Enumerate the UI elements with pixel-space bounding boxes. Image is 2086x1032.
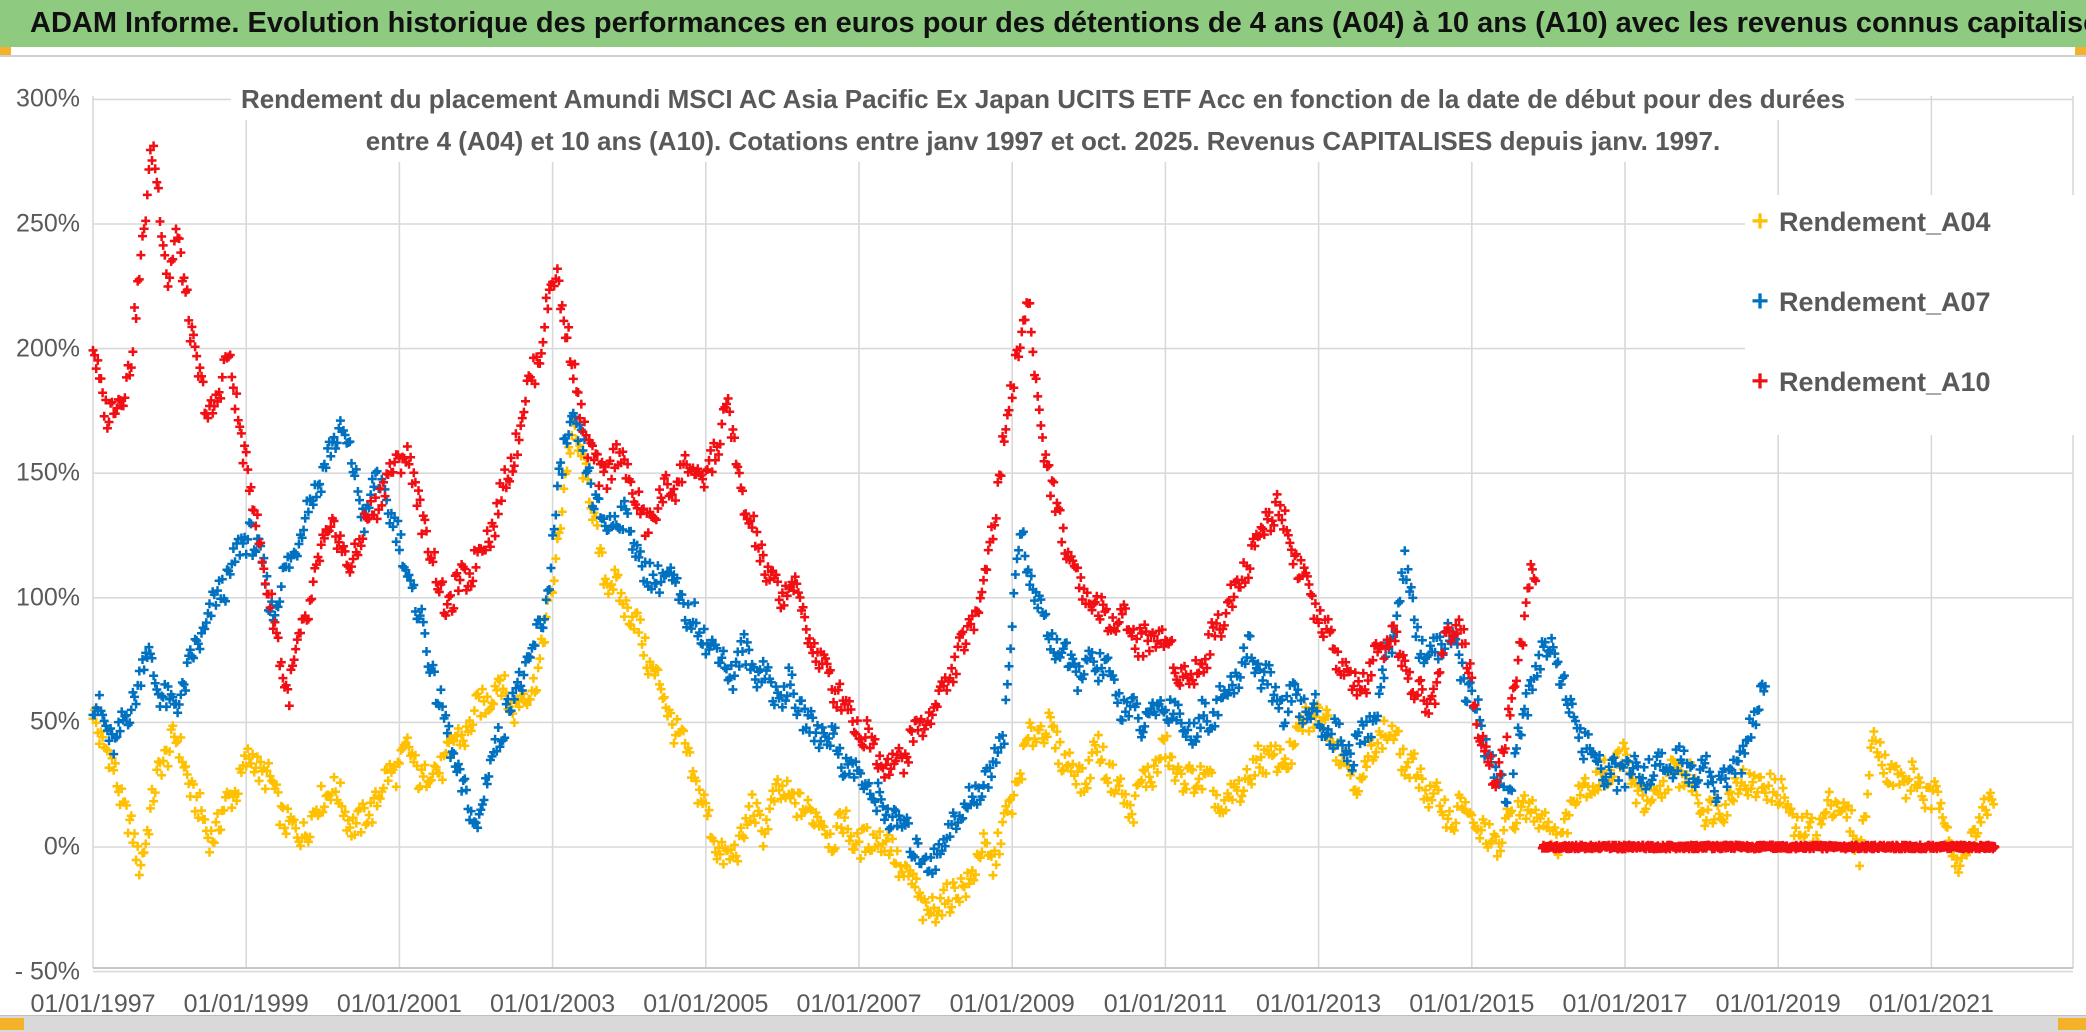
x-axis-label: 01/01/2005	[643, 990, 769, 1018]
y-axis-label: 200%	[16, 334, 80, 363]
chart-area[interactable]	[0, 57, 2086, 1015]
plus-marker-icon: +	[1751, 285, 1769, 318]
x-axis-label: 01/01/2021	[1868, 990, 1994, 1018]
x-axis-label: 01/01/2011	[1103, 990, 1228, 1018]
series-Rendement_A07[interactable]	[88, 408, 1770, 878]
bottom-strip	[0, 1016, 2086, 1032]
x-axis-label: 01/01/1999	[183, 990, 309, 1018]
x-axis-label: 01/01/2019	[1715, 990, 1841, 1018]
x-axis-label: 01/01/2001	[336, 990, 462, 1018]
legend-label: Rendement_A10	[1779, 366, 1991, 397]
legend-label: Rendement_A04	[1779, 206, 1991, 237]
accent-bottom-right	[2058, 1018, 2086, 1030]
y-axis-label: 50%	[29, 707, 80, 736]
legend-item-a10[interactable]: + Rendement_A10	[1745, 355, 2075, 409]
top-divider	[0, 55, 2086, 57]
accent-top-right	[2075, 47, 2086, 55]
plus-marker-icon: +	[1751, 205, 1769, 238]
series-Rendement_A10[interactable]	[88, 141, 2000, 854]
x-axis-label: 01/01/2007	[796, 990, 922, 1018]
x-axis-label: 01/01/2017	[1562, 990, 1688, 1018]
accent-bottom-left	[0, 1018, 24, 1030]
legend-item-a07[interactable]: + Rendement_A07	[1745, 275, 2075, 329]
x-axis-label: 01/01/1997	[30, 990, 156, 1018]
accent-top-left	[0, 47, 11, 55]
y-axis-label: 0%	[43, 832, 80, 861]
banner-title: ADAM Informe. Evolution historique des p…	[30, 7, 2086, 39]
bottom-divider	[0, 1015, 2086, 1016]
x-axis-label: 01/01/2009	[949, 990, 1075, 1018]
legend[interactable]: + Rendement_A04 + Rendement_A07 + Rendem…	[1745, 195, 2075, 435]
legend-item-a04[interactable]: + Rendement_A04	[1745, 195, 2075, 249]
y-axis-label: 250%	[16, 209, 80, 238]
banner: ADAM Informe. Evolution historique des p…	[0, 0, 2086, 47]
y-axis-label: 100%	[16, 583, 80, 612]
plus-marker-icon: +	[1751, 365, 1769, 398]
y-axis-label: 150%	[16, 458, 80, 487]
x-axis-label: 01/01/2003	[490, 990, 616, 1018]
y-axis-label: - 50%	[14, 957, 80, 986]
y-axis-label: 300%	[16, 84, 80, 113]
x-axis-label: 01/01/2015	[1409, 990, 1535, 1018]
legend-label: Rendement_A07	[1779, 286, 1991, 317]
x-axis-label: 01/01/2013	[1256, 990, 1382, 1018]
